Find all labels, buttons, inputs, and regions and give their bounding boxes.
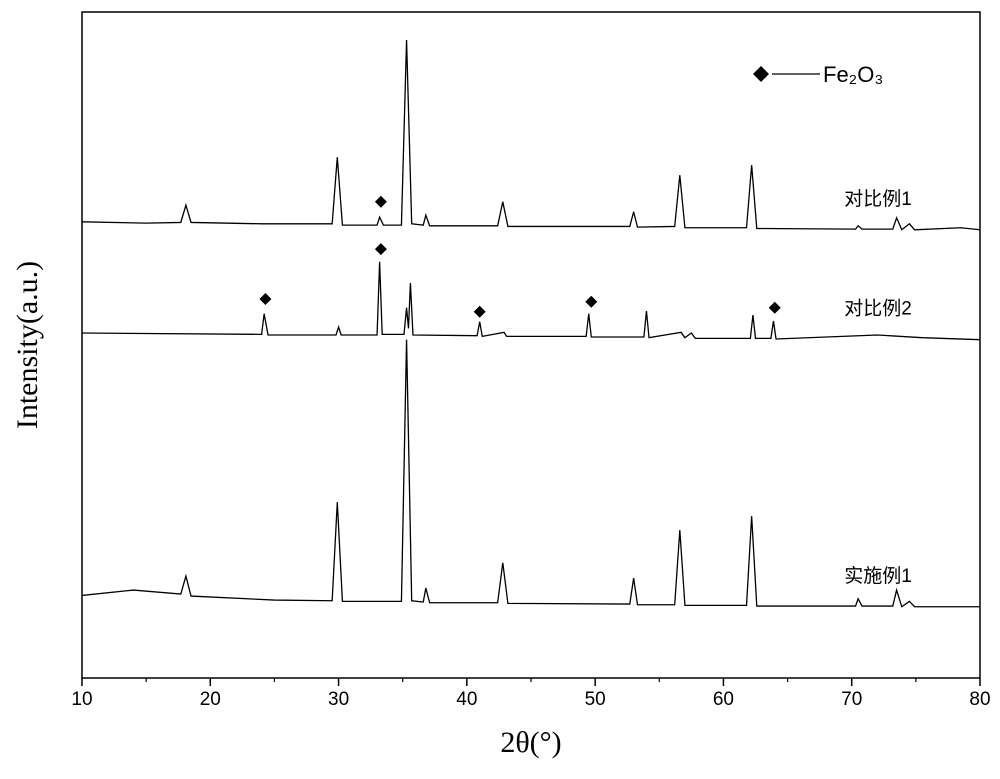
x-tick-label: 30: [328, 689, 349, 710]
series-label: 对比例1: [844, 188, 912, 210]
legend-marker: [753, 66, 769, 82]
phase-marker: [585, 295, 598, 308]
x-tick-label: 50: [585, 689, 606, 710]
series-line: [81, 39, 981, 231]
x-tick-label: 40: [456, 689, 477, 710]
x-tick-label: 10: [71, 689, 92, 710]
x-tick-label: 20: [200, 689, 221, 710]
legend-label: Fe₂O₃: [823, 62, 883, 87]
y-axis-label: Intensity(a.u.): [11, 261, 44, 429]
x-tick-label: 60: [713, 689, 734, 710]
phase-marker: [473, 305, 486, 318]
series-label: 对比例2: [844, 298, 912, 320]
x-axis-label: 2θ(°): [500, 726, 561, 759]
phase-marker: [259, 293, 272, 306]
series-label: 实施例1: [844, 565, 912, 587]
series-line: [81, 339, 980, 608]
x-tick-label: 70: [841, 689, 862, 710]
phase-marker: [374, 195, 387, 208]
phase-marker: [374, 243, 387, 256]
phase-marker: [768, 301, 781, 314]
x-tick-label: 80: [969, 689, 990, 710]
series-line: [81, 261, 981, 341]
